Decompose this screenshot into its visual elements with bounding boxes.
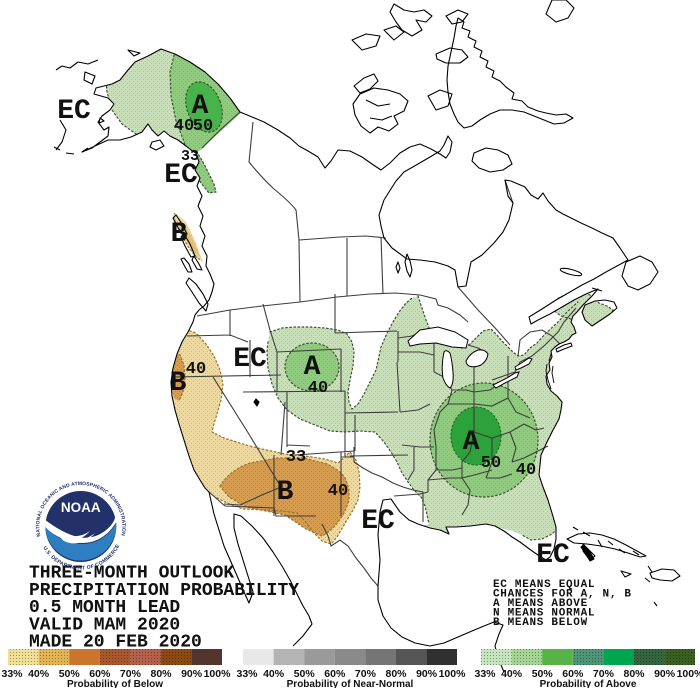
svg-text:EC: EC	[233, 344, 267, 375]
svg-text:33%: 33%	[474, 668, 496, 680]
svg-text:90%: 90%	[181, 668, 203, 680]
svg-text:EC MEANS EQUAL: EC MEANS EQUAL	[493, 579, 595, 591]
svg-text:0.5 MONTH LEAD: 0.5 MONTH LEAD	[29, 598, 180, 618]
svg-text:70%: 70%	[120, 668, 142, 680]
svg-text:40: 40	[174, 117, 194, 136]
svg-text:40%: 40%	[263, 668, 285, 680]
svg-text:CHANCES FOR A, N, B: CHANCES FOR A, N, B	[493, 589, 632, 601]
svg-text:70%: 70%	[355, 668, 377, 680]
svg-text:40: 40	[516, 461, 536, 480]
svg-text:90%: 90%	[416, 668, 438, 680]
svg-text:EC: EC	[361, 506, 395, 537]
svg-text:40: 40	[186, 360, 206, 379]
svg-text:70%: 70%	[593, 668, 615, 680]
svg-text:60%: 60%	[324, 668, 346, 680]
svg-text:100%: 100%	[439, 668, 467, 680]
svg-text:B: B	[277, 477, 294, 508]
svg-text:50: 50	[193, 117, 213, 136]
svg-text:EC: EC	[57, 96, 91, 127]
svg-text:NOAA: NOAA	[61, 500, 101, 515]
svg-text:33%: 33%	[1, 668, 23, 680]
svg-text:B MEANS BELOW: B MEANS BELOW	[493, 617, 588, 629]
svg-text:80%: 80%	[623, 668, 645, 680]
svg-text:A: A	[304, 352, 321, 383]
svg-text:PRECIPITATION PROBABILITY: PRECIPITATION PROBABILITY	[29, 581, 299, 601]
svg-text:50%: 50%	[294, 668, 316, 680]
svg-text:50: 50	[481, 454, 501, 473]
svg-text:40%: 40%	[501, 668, 523, 680]
svg-text:33%: 33%	[236, 668, 258, 680]
svg-text:N MEANS NORMAL: N MEANS NORMAL	[493, 608, 595, 620]
svg-text:80%: 80%	[385, 668, 407, 680]
svg-text:A: A	[192, 91, 209, 122]
svg-text:A MEANS ABOVE: A MEANS ABOVE	[493, 598, 588, 610]
svg-text:50%: 50%	[532, 668, 554, 680]
svg-text:33: 33	[181, 148, 199, 165]
svg-text:33: 33	[286, 448, 306, 467]
svg-text:VALID MAM 2020: VALID MAM 2020	[29, 615, 180, 635]
svg-text:A: A	[463, 427, 480, 458]
svg-text:80%: 80%	[150, 668, 172, 680]
svg-text:Probability of Above: Probability of Above	[540, 679, 637, 688]
svg-text:90%: 90%	[654, 668, 676, 680]
svg-text:60%: 60%	[562, 668, 584, 680]
svg-text:B: B	[170, 368, 187, 399]
svg-text:B: B	[171, 219, 188, 250]
svg-text:100%: 100%	[204, 668, 232, 680]
svg-text:50%: 50%	[59, 668, 81, 680]
svg-text:THREE-MONTH OUTLOOK: THREE-MONTH OUTLOOK	[29, 564, 234, 584]
svg-text:40: 40	[328, 482, 348, 501]
svg-text:Probability of Near-Normal: Probability of Near-Normal	[287, 679, 414, 688]
svg-text:40: 40	[308, 379, 328, 398]
svg-text:100%: 100%	[677, 668, 700, 680]
svg-text:EC: EC	[164, 160, 198, 191]
svg-text:60%: 60%	[89, 668, 111, 680]
svg-text:MADE 20 FEB 2020: MADE 20 FEB 2020	[29, 633, 202, 653]
svg-text:Probability of Below: Probability of Below	[67, 679, 163, 688]
svg-text:40%: 40%	[28, 668, 50, 680]
svg-text:EC: EC	[536, 540, 570, 571]
